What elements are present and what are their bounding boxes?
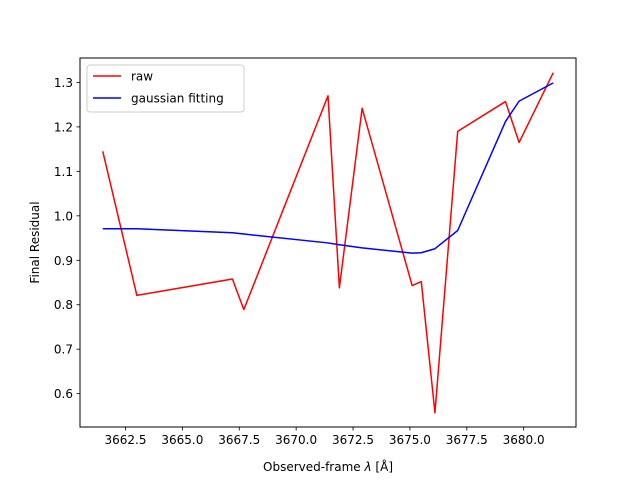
legend: raw gaussian fitting (86, 64, 245, 113)
series-line-gaussian-fitting (102, 82, 554, 254)
x-tick-label: 3667.5 (218, 433, 260, 447)
y-axis-label: Final Residual (28, 201, 42, 283)
y-tick-label: 0.9 (54, 254, 73, 268)
y-tick-label: 1.0 (54, 209, 73, 223)
x-axis-label: Observed-frame λ [Å] (263, 459, 393, 474)
y-axis-ticks: 0.6 0.7 0.8 0.9 1.0 1.1 1.2 1.3 (54, 76, 80, 401)
y-tick-label: 0.6 (54, 387, 73, 401)
x-tick-label: 3677.5 (446, 433, 488, 447)
y-tick-label: 1.3 (54, 76, 73, 90)
plot-frame (79, 57, 577, 428)
series-layer (102, 72, 554, 414)
x-tick-label: 3680.0 (503, 433, 545, 447)
y-tick-label: 1.1 (54, 165, 73, 179)
legend-box (86, 64, 245, 113)
x-axis-label-unit: [Å] (375, 459, 393, 474)
y-tick-label: 0.8 (54, 298, 73, 312)
x-axis-label-symbol: λ (363, 460, 371, 474)
x-axis-ticks: 3662.5 3665.0 3667.5 3670.0 3672.5 3675.0 3677… (105, 427, 545, 447)
series-line-raw (102, 72, 554, 414)
x-tick-label: 3662.5 (105, 433, 147, 447)
legend-label: gaussian fitting (131, 92, 224, 106)
x-tick-label: 3675.0 (389, 433, 431, 447)
legend-label: raw (131, 70, 153, 84)
x-tick-label: 3672.5 (332, 433, 374, 447)
y-tick-label: 1.2 (54, 120, 73, 134)
x-tick-label: 3670.0 (275, 433, 317, 447)
x-tick-label: 3665.0 (161, 433, 203, 447)
y-tick-label: 0.7 (54, 343, 73, 357)
x-axis-label-text: Observed-frame (263, 460, 361, 474)
